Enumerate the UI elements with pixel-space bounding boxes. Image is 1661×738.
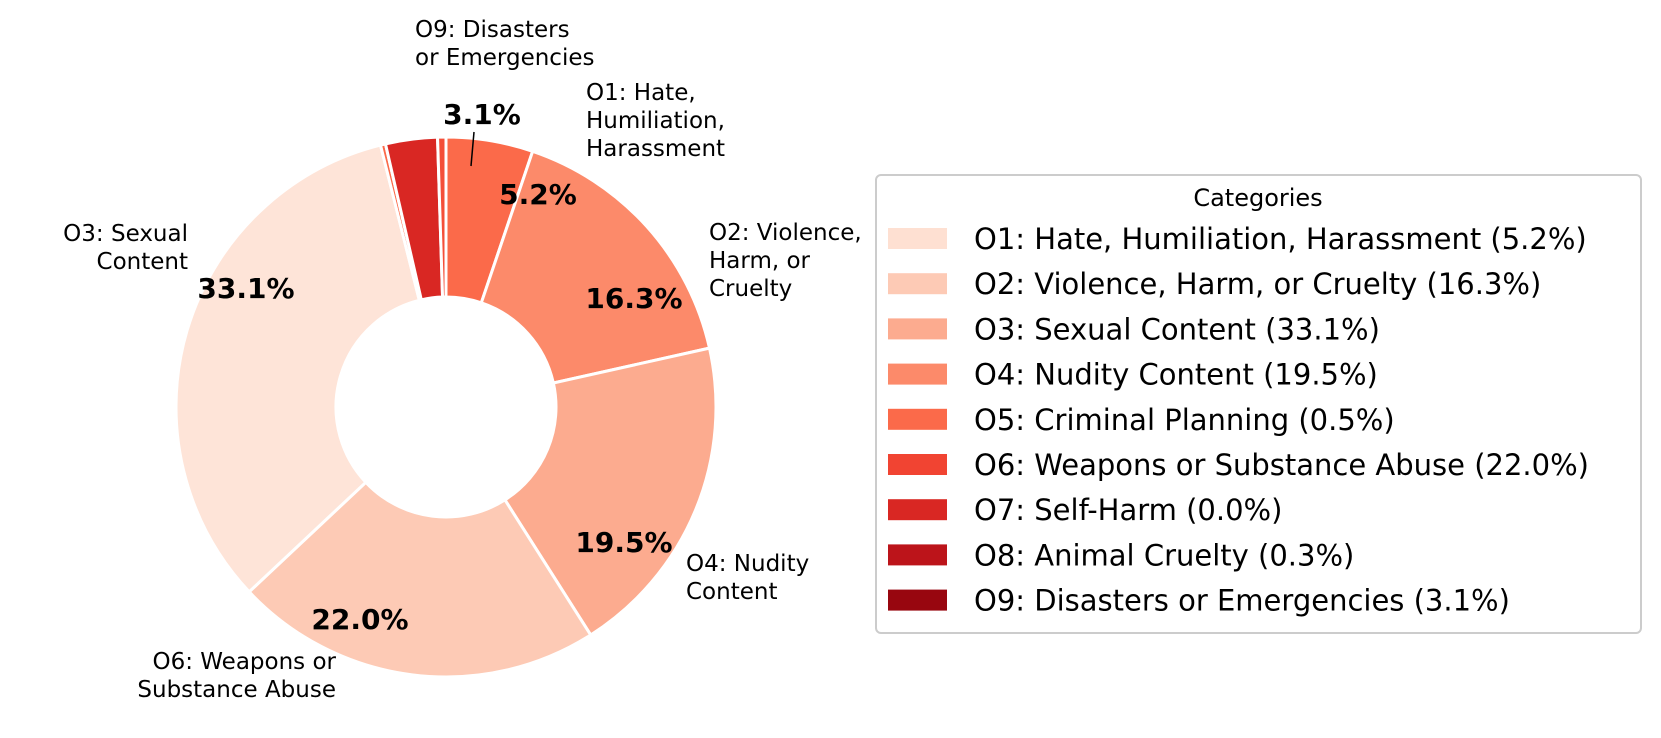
legend-label: O3: Sexual Content (33.1%) bbox=[974, 312, 1380, 346]
legend-swatch bbox=[888, 318, 947, 340]
slice-percent-label: 16.3% bbox=[585, 282, 682, 315]
slice-percent-label: 19.5% bbox=[575, 526, 672, 559]
legend-label: O7: Self-Harm (0.0%) bbox=[974, 493, 1282, 527]
legend-swatch bbox=[888, 273, 947, 295]
legend-title: Categories bbox=[1193, 184, 1322, 212]
legend-label: O9: Disasters or Emergencies (3.1%) bbox=[974, 584, 1510, 618]
legend-entries: O1: Hate, Humiliation, Harassment (5.2%)… bbox=[888, 222, 1589, 618]
legend: Categories O1: Hate, Humiliation, Harass… bbox=[875, 174, 1642, 634]
slice-category-label: O3: Sexual Content bbox=[63, 221, 188, 275]
legend-label: O8: Animal Cruelty (0.3%) bbox=[974, 538, 1354, 572]
percent-labels: 5.2% 16.3% 19.5% 22.0% 33.1% 3.1% bbox=[197, 98, 682, 636]
slice-percent-label: 22.0% bbox=[311, 603, 408, 636]
legend-swatch bbox=[888, 228, 947, 249]
legend-label: O4: Nudity Content (19.5%) bbox=[974, 358, 1378, 392]
label-leader-line bbox=[470, 131, 475, 167]
legend-frame bbox=[875, 174, 1642, 634]
slice-percent-label: 33.1% bbox=[197, 272, 294, 305]
legend-swatch bbox=[888, 544, 947, 566]
legend-label: O2: Violence, Harm, or Cruelty (16.3%) bbox=[974, 267, 1541, 301]
slice-category-label: O2: Violence, Harm, or Cruelty bbox=[709, 220, 862, 302]
donut-slice bbox=[247, 480, 593, 679]
category-labels: O1: Hate, Humiliation, Harassment O2: Viole… bbox=[63, 17, 862, 703]
legend-label: O1: Hate, Humiliation, Harassment (5.2%) bbox=[974, 222, 1587, 256]
slice-percent-label: 3.1% bbox=[443, 98, 521, 131]
legend-label: O6: Weapons or Substance Abuse (22.0%) bbox=[974, 448, 1589, 482]
legend-swatch bbox=[888, 363, 947, 385]
slice-category-label: O4: Nudity Content bbox=[686, 551, 809, 605]
donut-slice bbox=[502, 346, 718, 638]
donut-slice bbox=[174, 143, 422, 594]
slice-category-label: O6: Weapons or Substance Abuse bbox=[137, 649, 336, 703]
slice-percent-label: 5.2% bbox=[499, 178, 577, 211]
legend-swatch bbox=[888, 589, 947, 611]
donut-slice bbox=[435, 135, 448, 299]
legend-swatch bbox=[888, 499, 947, 521]
donut-slice bbox=[479, 149, 712, 385]
legend-swatch bbox=[888, 408, 947, 430]
legend-label: O5: Criminal Planning (0.5%) bbox=[974, 403, 1395, 437]
donut-slices bbox=[174, 135, 718, 679]
slice-category-label: O9: Disasters or Emergencies bbox=[415, 17, 594, 71]
legend-swatch bbox=[888, 454, 947, 475]
slice-category-label: O1: Hate, Humiliation, Harassment bbox=[586, 80, 725, 162]
